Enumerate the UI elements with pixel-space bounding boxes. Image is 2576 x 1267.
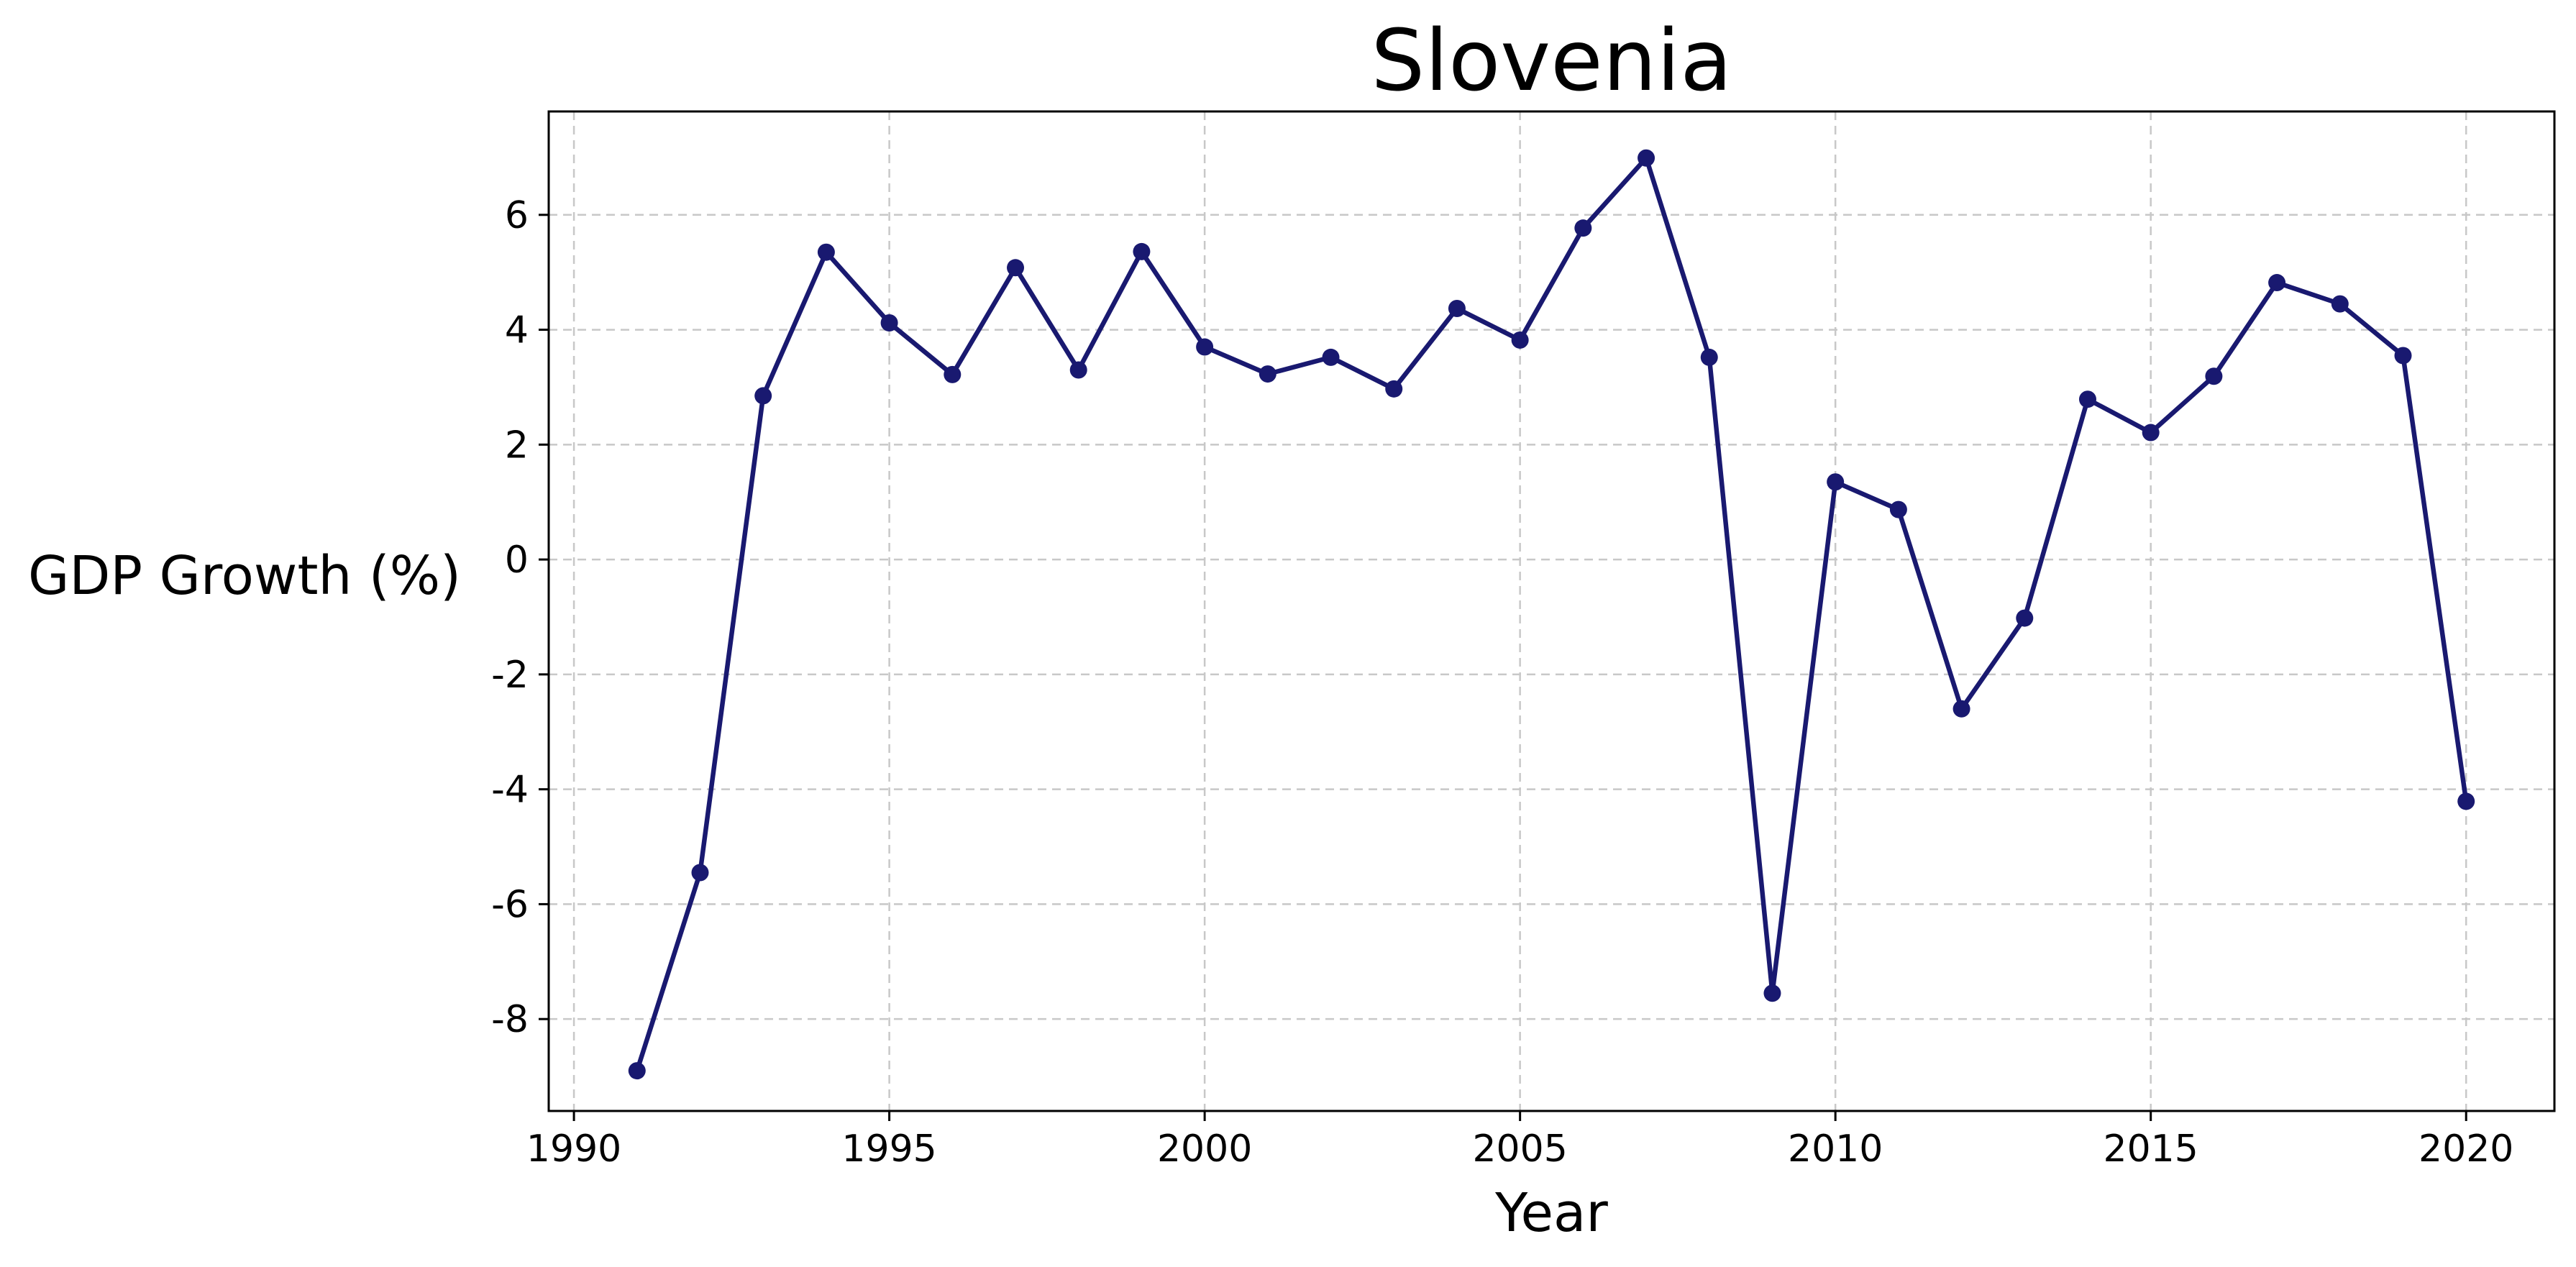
x-tick-label: 2005 <box>1472 1128 1567 1171</box>
y-tick-label: -2 <box>491 654 529 697</box>
data-point <box>1133 242 1151 260</box>
data-point <box>1322 348 1340 366</box>
data-point <box>2268 274 2286 292</box>
data-point <box>944 365 962 383</box>
x-tick-label: 2010 <box>1788 1128 1883 1171</box>
data-point <box>1196 338 1214 356</box>
data-point <box>1827 473 1845 491</box>
data-point <box>2394 347 2412 365</box>
data-point <box>2078 390 2096 408</box>
data-point <box>817 243 835 261</box>
x-axis-title: Year <box>1494 1182 1608 1244</box>
data-point <box>1638 149 1655 167</box>
data-point <box>1574 219 1592 237</box>
series-gdp-growth <box>628 149 2475 1080</box>
data-point <box>2205 367 2223 385</box>
data-point <box>1700 348 1718 366</box>
data-point <box>628 1062 646 1080</box>
series-markers <box>628 149 2475 1080</box>
data-point <box>2016 609 2034 627</box>
data-point <box>1511 331 1529 349</box>
data-point <box>2142 424 2160 442</box>
y-axis-title: GDP Growth (%) <box>28 545 461 607</box>
data-point <box>1448 300 1466 318</box>
data-point <box>2331 295 2349 313</box>
y-tick-label: 2 <box>505 424 529 467</box>
x-tick-label: 1995 <box>841 1128 936 1171</box>
x-tick-label: 2000 <box>1157 1128 1252 1171</box>
y-tick-label: 4 <box>505 309 529 352</box>
chart-title: Slovenia <box>1371 11 1732 110</box>
data-point <box>754 387 772 405</box>
x-tick-label: 2020 <box>2419 1128 2513 1171</box>
y-axis: -8 -6 -4 -2 0 2 4 6 <box>491 194 549 1041</box>
data-point <box>1007 259 1025 277</box>
plot-area-frame <box>547 110 2556 1112</box>
y-tick-label: 6 <box>505 194 529 237</box>
y-tick-label: -6 <box>491 883 529 926</box>
data-point <box>880 314 898 331</box>
data-point <box>1259 365 1276 383</box>
y-tick-label: 0 <box>505 539 529 582</box>
data-point <box>691 864 709 882</box>
data-point <box>1069 361 1087 379</box>
data-point <box>1952 700 1970 718</box>
y-tick-label: -8 <box>491 998 529 1041</box>
series-line <box>634 155 2469 1074</box>
grid <box>549 111 2554 1111</box>
data-point <box>1889 500 1907 518</box>
x-tick-label: 1990 <box>526 1128 621 1171</box>
x-axis: 1990 1995 2000 2005 2010 2015 2020 <box>526 1111 2513 1171</box>
x-tick-label: 2015 <box>2104 1128 2198 1171</box>
data-point <box>1385 380 1403 398</box>
y-tick-label: -4 <box>491 769 529 812</box>
data-point <box>2457 792 2475 810</box>
data-point <box>1763 984 1781 1002</box>
